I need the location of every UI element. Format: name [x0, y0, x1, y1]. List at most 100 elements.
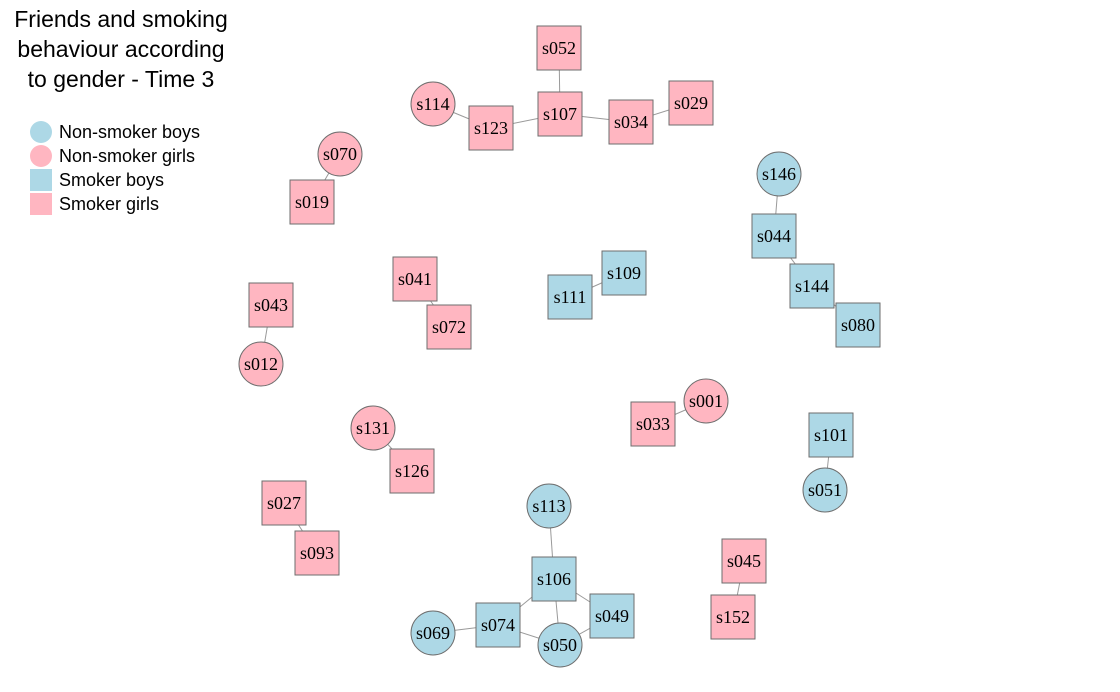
node-circle — [526, 483, 572, 529]
node-label: s146 — [762, 164, 796, 184]
node-label: s050 — [543, 635, 577, 655]
node-s049: s049 — [589, 593, 635, 639]
node-s114: s114 — [410, 81, 456, 127]
node-s012: s012 — [238, 341, 284, 387]
node-square — [547, 274, 593, 320]
legend-label: Non-smoker girls — [59, 146, 196, 166]
node-s131: s131 — [350, 405, 396, 451]
node-s074: s074 — [475, 602, 521, 648]
node-s101: s101 — [808, 412, 854, 458]
node-label: s131 — [356, 418, 390, 438]
node-label: s101 — [814, 425, 848, 445]
node-label: s126 — [395, 461, 429, 481]
node-label: s080 — [841, 315, 875, 335]
node-label: s109 — [607, 263, 641, 283]
node-s045: s045 — [721, 538, 767, 584]
node-square — [536, 25, 582, 71]
node-square — [630, 401, 676, 447]
node-label: s114 — [416, 94, 449, 114]
node-label: s043 — [254, 295, 288, 315]
legend-label: Smoker boys — [59, 170, 165, 190]
title-line-3: to gender - Time 3 — [27, 66, 215, 92]
node-circle — [802, 467, 848, 513]
node-s043: s043 — [248, 282, 294, 328]
node-label: s093 — [300, 543, 334, 563]
node-label: s052 — [542, 38, 576, 58]
legend-label: Non-smoker boys — [59, 122, 201, 142]
node-circle — [238, 341, 284, 387]
node-s113: s113 — [526, 483, 572, 529]
node-square — [808, 412, 854, 458]
node-square — [475, 602, 521, 648]
node-s107: s107 — [537, 91, 583, 137]
node-label: s069 — [416, 623, 450, 643]
node-s123: s123 — [468, 105, 514, 151]
node-square — [751, 213, 797, 259]
node-s080: s080 — [835, 302, 881, 348]
node-label: s152 — [716, 607, 750, 627]
figure-title: Friends and smoking behaviour according … — [0, 4, 246, 94]
node-square — [389, 448, 435, 494]
node-square — [835, 302, 881, 348]
node-label: s111 — [554, 287, 587, 307]
node-square — [294, 530, 340, 576]
node-label: s049 — [595, 606, 629, 626]
node-s069: s069 — [410, 610, 456, 656]
node-s093: s093 — [294, 530, 340, 576]
node-square — [710, 594, 756, 640]
node-s033: s033 — [630, 401, 676, 447]
node-label: s074 — [481, 615, 515, 635]
node-square — [789, 263, 835, 309]
node-square — [589, 593, 635, 639]
node-label: s012 — [244, 354, 278, 374]
node-label: s123 — [474, 118, 508, 138]
node-square — [668, 80, 714, 126]
node-label: s034 — [614, 112, 648, 132]
node-circle — [683, 378, 729, 424]
node-label: s029 — [674, 93, 708, 113]
node-label: s027 — [267, 493, 301, 513]
node-s144: s144 — [789, 263, 835, 309]
node-s106: s106 — [531, 556, 577, 602]
node-s029: s029 — [668, 80, 714, 126]
node-s072: s072 — [426, 304, 472, 350]
title-line-1: Friends and smoking — [14, 6, 228, 32]
legend-symbol-square-pink — [30, 193, 52, 215]
node-square — [426, 304, 472, 350]
node-s044: s044 — [751, 213, 797, 259]
node-square — [608, 99, 654, 145]
node-label: s144 — [795, 276, 829, 296]
node-label: s051 — [808, 480, 842, 500]
node-square — [468, 105, 514, 151]
node-s001: s001 — [683, 378, 729, 424]
node-circle — [317, 131, 363, 177]
node-s070: s070 — [317, 131, 363, 177]
node-circle — [756, 151, 802, 197]
node-s050: s050 — [537, 622, 583, 668]
node-s126: s126 — [389, 448, 435, 494]
node-s111: s111 — [547, 274, 593, 320]
node-s051: s051 — [802, 467, 848, 513]
node-s041: s041 — [392, 256, 438, 302]
legend-symbol-square-blue — [30, 169, 52, 191]
title-line-2: behaviour according — [17, 36, 225, 62]
node-circle — [410, 81, 456, 127]
legend-symbol-circle-blue — [30, 121, 52, 143]
node-s052: s052 — [536, 25, 582, 71]
node-label: s072 — [432, 317, 466, 337]
node-s019: s019 — [289, 179, 335, 225]
node-circle — [350, 405, 396, 451]
node-square — [531, 556, 577, 602]
node-label: s070 — [323, 144, 357, 164]
node-label: s001 — [689, 391, 723, 411]
nodes-layer: s052 s114 s123 s107 s034 s029 s070 s019 s146 s044… — [238, 25, 881, 668]
node-square — [261, 480, 307, 526]
node-label: s041 — [398, 269, 432, 289]
legend-symbol-circle-pink — [30, 145, 52, 167]
node-s034: s034 — [608, 99, 654, 145]
node-label: s045 — [727, 551, 761, 571]
node-s152: s152 — [710, 594, 756, 640]
node-label: s106 — [537, 569, 571, 589]
node-square — [392, 256, 438, 302]
